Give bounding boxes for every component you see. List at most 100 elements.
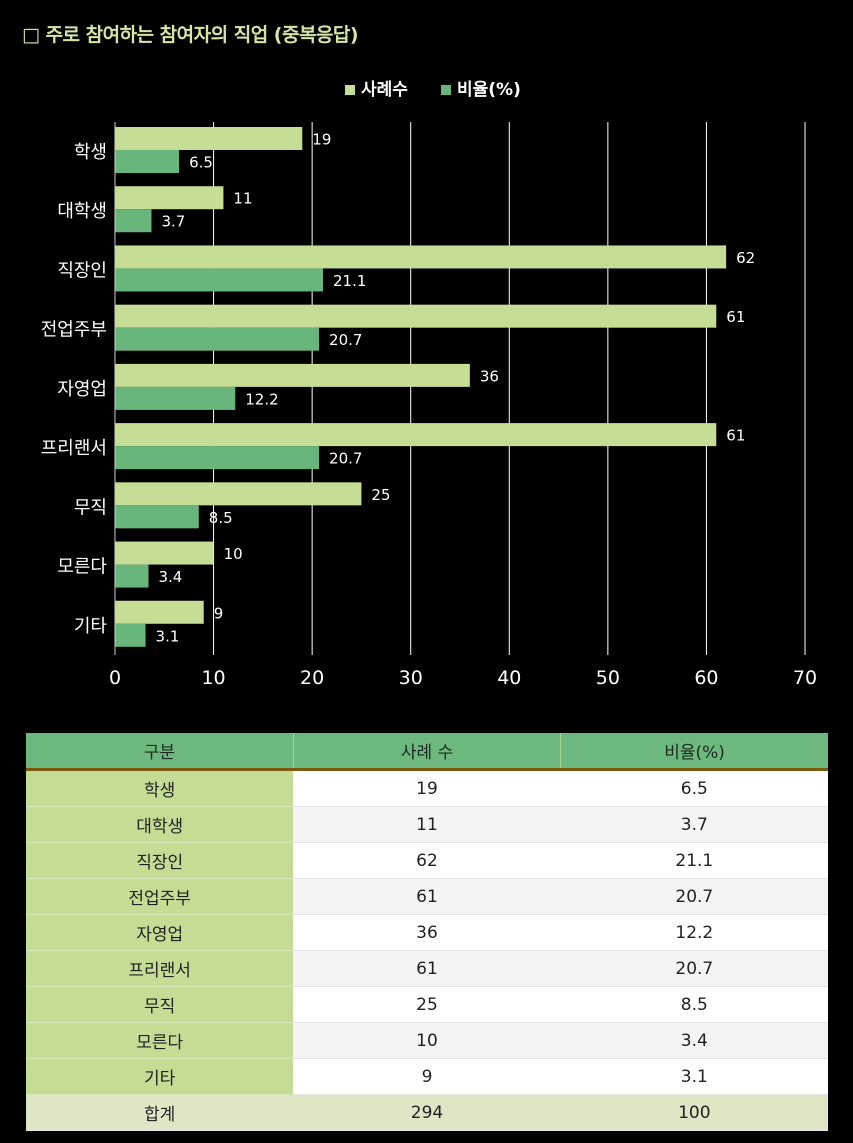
bar [115,386,236,410]
bar [115,446,320,470]
table-total-cases: 294 [293,1094,561,1131]
data-label: 25 [371,486,390,504]
table-header-ratio: 비율(%) [560,733,828,771]
table-cell-cases: 61 [293,950,561,987]
legend-swatch [345,85,355,95]
y-tick-label: 전업주부 [41,320,107,341]
bar [115,623,146,647]
table-row: 전업주부 61 20.7 [26,878,828,915]
data-label: 21.1 [333,272,366,290]
data-label: 20.7 [329,450,362,468]
y-tick-label: 기타 [74,616,108,637]
bar [115,209,152,233]
table-cell-category: 모른다 [26,1022,294,1059]
page-title: □ 주로 참여하는 참여자의 직업 (중복응답) [22,24,359,46]
bar [115,482,362,506]
y-tick-label: 프리랜서 [41,438,107,459]
x-tick-label: 40 [497,667,521,689]
table-cell-ratio: 3.1 [560,1058,828,1095]
table-cell-cases: 11 [293,806,561,843]
bar-chart: 0 10 20 30 40 50 60 70 사례수 비율(%) 학생 19 6.5 대학생 11 3.7 직장… [41,80,817,689]
data-label: 3.7 [161,213,185,231]
x-tick-label: 10 [201,667,225,689]
bar [115,186,224,210]
table-cell-ratio: 12.2 [560,914,828,951]
table-cell-cases: 9 [293,1058,561,1095]
table-cell-category: 학생 [26,769,294,807]
table-row: 모른다 10 3.4 [26,1022,828,1059]
table-cell-ratio: 3.7 [560,806,828,843]
table-cell-category: 프리랜서 [26,950,294,987]
table-cell-category: 기타 [26,1058,294,1095]
data-label: 19 [312,131,331,149]
table-cell-cases: 10 [293,1022,561,1059]
y-tick-label: 무직 [74,497,107,518]
bar [115,423,717,447]
data-label: 10 [224,545,243,563]
table-header-cases: 사례 수 [293,733,562,771]
table-header-category: 구분 [26,733,294,771]
bar [115,268,323,292]
table-row: 학생 19 6.5 [26,769,828,807]
table-cell-cases: 19 [293,769,561,807]
table-cell-category: 자영업 [26,914,294,951]
bar [115,600,204,624]
table-cell-cases: 62 [293,842,561,879]
table-row: 자영업 36 12.2 [26,914,828,951]
table-row: 기타 9 3.1 [26,1058,828,1095]
legend-label: 비율(%) [457,80,521,100]
table-total-row: 합계 294 100 [26,1094,828,1131]
data-table: 구분 사례 수 비율(%) 학생 19 6.5 대학생 11 3.7 직장인 6… [26,733,828,1131]
bar [115,564,149,588]
y-tick-label: 모른다 [57,557,107,578]
data-label: 62 [736,249,755,267]
table-row: 직장인 62 21.1 [26,842,828,879]
bar [115,245,727,269]
legend-label: 사례수 [361,80,408,100]
bar [115,127,303,150]
bar [115,541,214,565]
x-tick-label: 50 [596,667,620,689]
table-cell-ratio: 20.7 [560,878,828,915]
bar [115,363,470,387]
bar [115,150,180,173]
data-label: 36 [480,367,499,385]
bar [115,505,199,529]
table-cell-cases: 36 [293,914,561,951]
data-label: 8.5 [209,509,233,527]
table-cell-category: 전업주부 [26,878,294,915]
bar [115,304,717,328]
table-cell-ratio: 6.5 [560,769,828,807]
y-tick-label: 자영업 [57,379,107,400]
table-cell-category: 대학생 [26,806,294,843]
table-total-ratio: 100 [560,1094,828,1131]
table-header-row: 구분 사례 수 비율(%) [26,733,828,771]
data-label: 9 [214,604,224,622]
table-cell-ratio: 20.7 [560,950,828,987]
y-tick-label: 직장인 [57,260,107,281]
table-cell-ratio: 3.4 [560,1022,828,1059]
table-cell-category: 무직 [26,986,294,1023]
data-label: 20.7 [329,331,362,349]
data-label: 12.2 [245,390,278,408]
x-tick-label: 70 [793,667,817,689]
x-tick-label: 0 [109,667,121,689]
data-label: 6.5 [189,154,213,172]
table-row: 무직 25 8.5 [26,986,828,1023]
x-tick-label: 60 [694,667,718,689]
data-label: 3.4 [159,568,183,586]
table-total-label: 합계 [26,1094,294,1131]
data-label: 61 [726,427,745,445]
legend-swatch [441,85,451,95]
x-tick-label: 30 [399,667,423,689]
y-tick-label: 학생 [74,142,107,163]
y-tick-label: 대학생 [57,201,107,222]
table-cell-cases: 25 [293,986,561,1023]
table-cell-cases: 61 [293,878,561,915]
data-label: 61 [726,308,745,326]
data-label: 11 [233,190,252,208]
table-cell-ratio: 8.5 [560,986,828,1023]
table-cell-category: 직장인 [26,842,294,879]
x-tick-label: 20 [300,667,324,689]
bar [115,327,320,351]
